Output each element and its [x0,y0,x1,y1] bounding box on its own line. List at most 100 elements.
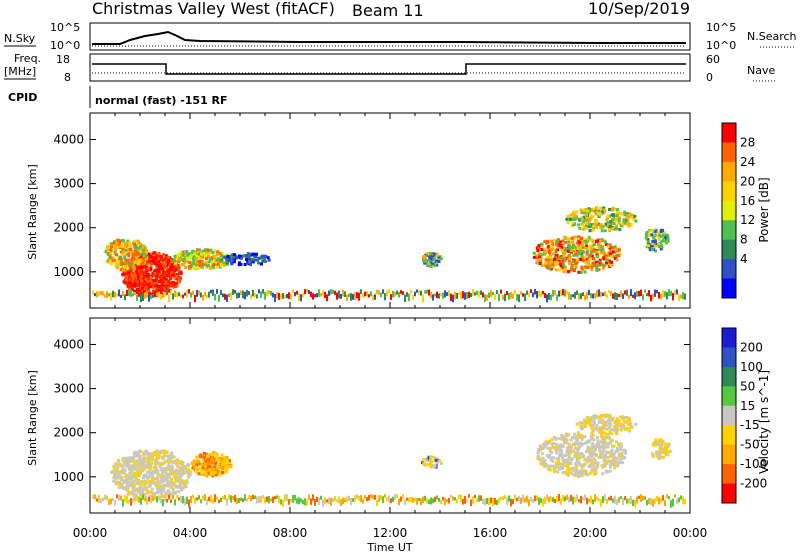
near-range-cell [236,498,238,504]
echo-cell [165,274,169,278]
near-range-cell [228,293,230,298]
echo-cell [601,472,605,476]
echo-cell [578,455,582,459]
near-range-cell [520,497,522,504]
near-range-cell [494,498,496,505]
echo-cell [600,464,604,468]
echo-cell [155,265,159,269]
near-range-cell [636,496,638,504]
near-range-cell [488,497,490,506]
echo-cell [129,482,133,486]
near-range-cell [340,294,342,299]
echo-cell [619,422,623,426]
near-range-cell [386,497,388,501]
near-range-cell [334,496,336,502]
echo-cell [148,467,152,471]
echo-cell [171,472,175,476]
near-range-cell [176,292,178,298]
echo-cell [199,453,203,457]
echo-cell [136,284,140,288]
echo-cell [166,480,170,484]
echo-cell [616,211,620,215]
echo-cell [660,240,664,244]
near-range-cell [494,294,496,300]
echo-cell [116,266,119,270]
echo-cell [160,462,164,466]
echo-cell [156,477,160,481]
echo-cell [427,259,431,262]
echo-cell [215,465,219,469]
echo-cell [615,253,619,257]
near-range-cell [324,497,326,504]
nave-label: Nave [747,64,775,77]
near-range-cell [450,293,452,302]
echo-cell [145,450,149,454]
echo-cell [565,249,569,253]
echo-cell [565,460,569,464]
echo-cell [663,449,667,453]
near-range-cell [340,499,342,506]
echo-cell [583,458,587,462]
near-range-cell [682,496,684,505]
echo-cell [202,249,206,253]
echo-cell [138,265,141,269]
echo-cell [194,264,198,268]
near-range-cell [130,289,132,297]
echo-cell [220,251,224,255]
echo-cell [115,476,119,480]
echo-cell [608,252,612,256]
echo-cell [555,451,559,455]
echo-cell [594,466,598,470]
echo-cell [187,252,191,256]
near-range-cell [492,498,494,506]
echo-cell [617,221,621,225]
near-range-cell [288,499,290,505]
near-range-cell [218,294,220,302]
power-colorbar-label: Power [dB] [757,177,771,242]
echo-cell [437,260,441,263]
echo-cell [142,244,146,248]
echo-cell [623,210,627,214]
echo-cell [544,264,548,268]
cpid-text: normal (fast) -151 RF [95,94,228,107]
echo-cell [120,482,124,486]
near-range-cell [604,494,606,501]
echo-cell [156,451,160,455]
echo-cell [167,482,171,486]
near-range-cell [370,291,372,297]
echo-cell [595,262,599,266]
echo-cell [602,459,606,463]
echo-cell [253,254,257,258]
near-range-cell [112,497,114,501]
echo-cell [131,485,135,489]
echo-cell [213,249,217,253]
echo-cell [613,428,617,432]
echo-cell [437,256,441,260]
near-range-cell [398,292,400,298]
echo-cell [565,451,569,454]
near-range-cell [344,498,346,502]
echo-cell [201,467,205,471]
echo-cell [165,260,169,264]
echo-cell [161,267,165,271]
near-range-cell [496,290,498,294]
echo-cell [553,447,557,451]
echo-cell [609,220,613,224]
echo-cell [208,467,212,471]
echo-cell [540,242,544,246]
near-range-cell [180,294,182,298]
echo-cell [206,249,210,252]
near-range-cell [262,289,264,294]
echo-cell [154,477,158,480]
near-range-cell [566,494,568,500]
near-range-cell [268,290,270,295]
echo-cell [177,277,181,281]
echo-cell [429,255,433,259]
echo-cell [566,467,570,470]
echo-cell [135,253,139,257]
near-range-cell [422,496,424,503]
echo-cell [657,233,661,237]
echo-cell [610,448,614,452]
echo-cell [243,263,247,266]
echo-cell [589,208,593,212]
